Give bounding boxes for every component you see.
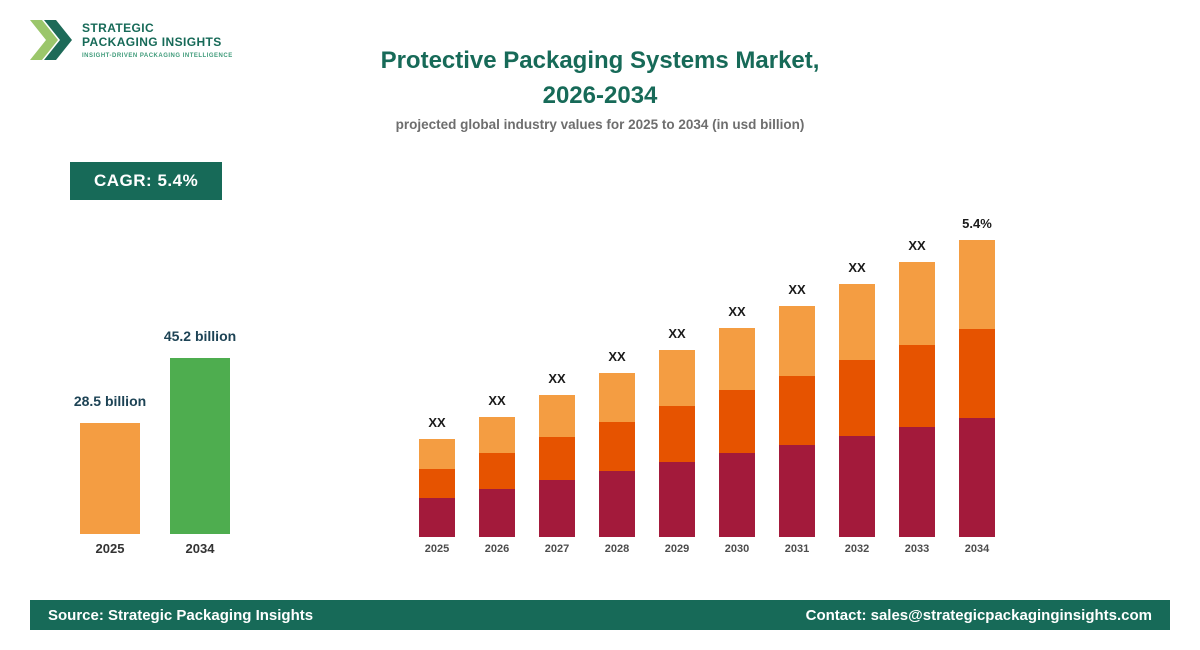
bar-year-label: 2026 (484, 543, 510, 555)
bar-segment-tier-middle (959, 329, 995, 418)
bar-segment-tier-bottom (659, 462, 695, 537)
brand-text: STRATEGIC PACKAGING INSIGHTS INSIGHT-DRI… (82, 21, 233, 60)
bar-segment-tier-top (419, 439, 455, 469)
bar-segment-tier-bottom (479, 489, 515, 537)
mini-bar-year-label: 2034 (185, 541, 215, 556)
brand-name-line2: PACKAGING INSIGHTS (82, 35, 222, 49)
bar-value-label: XX (848, 260, 866, 275)
stacked-bar (899, 262, 935, 537)
bar-segment-tier-bottom (419, 498, 455, 537)
bar-value-label: XX (608, 349, 626, 364)
stacked-bar-group: XX 2033 (899, 238, 935, 557)
title-line-1: Protective Packaging Systems Market, (380, 47, 820, 74)
bar-segment-tier-middle (539, 437, 575, 480)
mini-bar-group: 45.2 billion 2034 (164, 328, 236, 557)
footer-source: Source: Strategic Packaging Insights (48, 606, 314, 624)
bar-year-label: 2027 (544, 543, 570, 555)
bar-segment-tier-bottom (599, 471, 635, 537)
bar-segment-tier-middle (659, 406, 695, 462)
mini-bar-group: 28.5 billion 2025 (74, 393, 146, 557)
brand-logo: STRATEGIC PACKAGING INSIGHTS INSIGHT-DRI… (30, 16, 233, 64)
bar-segment-tier-middle (599, 422, 635, 471)
bar-value-label: XX (668, 326, 686, 341)
bar-value-label: XX (788, 282, 806, 297)
stacked-bar-group: 5.4% 2034 (959, 216, 995, 557)
brand-tagline: INSIGHT-DRIVEN PACKAGING INTELLIGENCE (82, 53, 233, 60)
footer-bar: Source: Strategic Packaging Insights Con… (30, 600, 1170, 630)
stacked-bar-group: XX 2025 (419, 415, 455, 557)
bar-value-label: XX (908, 238, 926, 253)
bar-year-label: 2030 (724, 543, 750, 555)
bar-segment-tier-bottom (719, 453, 755, 537)
stacked-bar (599, 373, 635, 537)
bar-value-label: XX (728, 304, 746, 319)
bar-value-label: 5.4% (962, 216, 992, 231)
stacked-bar (479, 417, 515, 537)
bar-year-label: 2031 (784, 543, 810, 555)
bar-segment-tier-top (539, 395, 575, 437)
bar-value-label: XX (548, 371, 566, 386)
bar-segment-tier-bottom (839, 436, 875, 537)
bar-segment-tier-top (779, 306, 815, 376)
stacked-bar-group: XX 2027 (539, 371, 575, 557)
page-title: Protective Packaging Systems Market, 202… (290, 44, 910, 114)
stacked-bar (659, 350, 695, 537)
stacked-bar (839, 284, 875, 537)
bar-year-label: 2025 (424, 543, 450, 555)
bar-segment-tier-top (959, 240, 995, 329)
stacked-bar-group: XX 2028 (599, 349, 635, 557)
mini-bar-value-label: 28.5 billion (73, 393, 147, 409)
mini-bar-value-label: 45.2 billion (163, 328, 237, 344)
bar-segment-tier-middle (779, 376, 815, 445)
page-subtitle: projected global industry values for 202… (395, 117, 805, 132)
bar-year-label: 2032 (844, 543, 870, 555)
chevron-logo-icon (30, 20, 72, 60)
stacked-bar-group: XX 2031 (779, 282, 815, 557)
mini-bar (170, 358, 230, 534)
bar-segment-tier-top (899, 262, 935, 345)
bar-value-label: XX (488, 393, 506, 408)
bar-segment-tier-top (839, 284, 875, 360)
bar-segment-tier-top (719, 328, 755, 390)
mini-bar-year-label: 2025 (95, 541, 125, 556)
mini-chart: 28.5 billion 2025 45.2 billion 2034 (74, 310, 236, 557)
stacked-bar (779, 306, 815, 537)
stacked-bar-group: XX 2032 (839, 260, 875, 557)
stacked-bar (419, 439, 455, 537)
bar-segment-tier-bottom (779, 445, 815, 537)
title-line-2: 2026-2034 (542, 81, 658, 109)
bar-segment-tier-middle (419, 469, 455, 498)
bar-year-label: 2034 (964, 543, 990, 555)
mini-bar (80, 423, 140, 534)
stacked-bar-group: XX 2030 (719, 304, 755, 557)
bar-segment-tier-top (659, 350, 695, 406)
stacked-bar-group: XX 2029 (659, 326, 695, 557)
bar-year-label: 2028 (604, 543, 630, 555)
bar-year-label: 2029 (664, 543, 690, 555)
brand-name-line1: STRATEGIC (82, 20, 155, 35)
bar-segment-tier-bottom (899, 427, 935, 537)
stacked-bar (539, 395, 575, 537)
bar-segment-tier-middle (479, 453, 515, 489)
bar-value-label: XX (428, 415, 446, 430)
bar-segment-tier-top (479, 417, 515, 453)
cagr-badge: CAGR: 5.4% (70, 162, 223, 200)
bar-year-label: 2033 (904, 543, 930, 555)
stacked-bar (719, 328, 755, 537)
bar-segment-tier-bottom (539, 480, 575, 537)
bar-segment-tier-middle (719, 390, 755, 453)
footer-contact: Contact: sales@strategicpackaginginsight… (805, 606, 1152, 624)
bar-segment-tier-middle (839, 360, 875, 436)
bar-segment-tier-bottom (959, 418, 995, 537)
stacked-bar-group: XX 2026 (479, 393, 515, 557)
bar-segment-tier-top (599, 373, 635, 422)
bar-segment-tier-middle (899, 345, 935, 427)
main-chart: XX 2025 XX 2026 XX 2027 XX 2028 XX 2029 XX 2030 XX 20… (419, 200, 997, 557)
stacked-bar (959, 240, 995, 537)
